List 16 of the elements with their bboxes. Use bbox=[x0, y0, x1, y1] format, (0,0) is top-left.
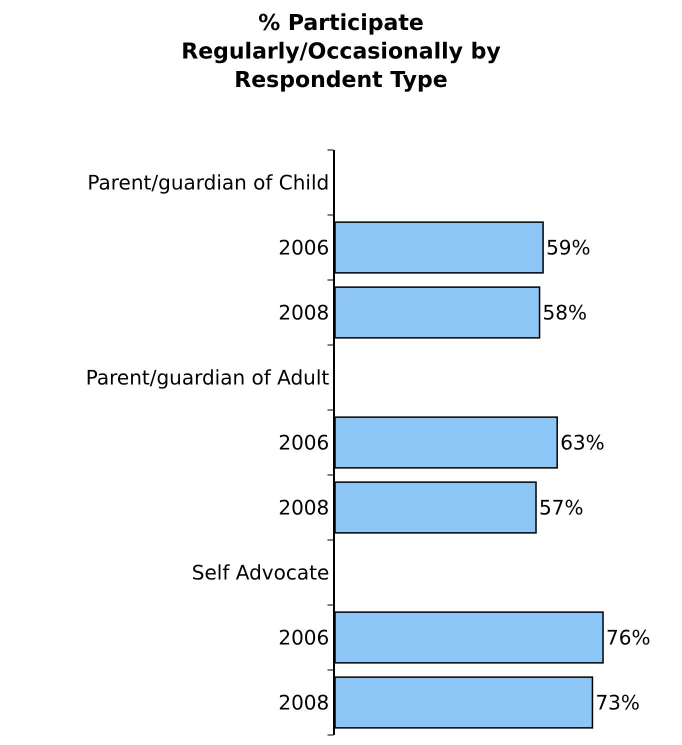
y-tick-label: Self Advocate bbox=[192, 560, 330, 584]
data-label: 57% bbox=[539, 496, 584, 520]
y-tick-label: 2006 bbox=[278, 236, 330, 260]
y-tick-label: 2008 bbox=[278, 496, 330, 520]
y-tick-label: 2008 bbox=[278, 690, 330, 714]
data-label: 63% bbox=[560, 430, 605, 454]
data-label: 58% bbox=[542, 300, 588, 324]
y-tick-label: Parent/guardian of Child bbox=[87, 170, 330, 194]
data-label: 73% bbox=[595, 690, 640, 714]
y-tick-label: 2006 bbox=[278, 626, 330, 650]
chart-title: % Participate Regularly/Occasionally by Respondent Type bbox=[181, 10, 501, 93]
y-tick-label: 2008 bbox=[278, 300, 330, 324]
data-label: 76% bbox=[606, 626, 650, 650]
y-tick-label: Parent/guardian of Adult bbox=[86, 366, 330, 390]
data-label: 59% bbox=[546, 236, 591, 260]
y-tick-label: 2006 bbox=[278, 430, 330, 454]
